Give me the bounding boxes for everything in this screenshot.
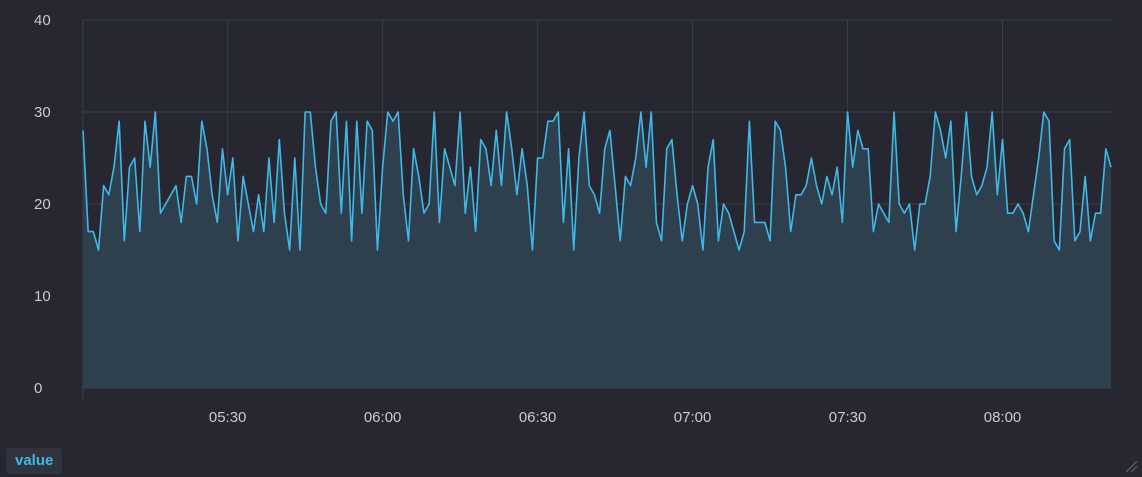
x-tick-label: 06:00 <box>364 409 402 426</box>
y-tick-label: 0 <box>34 380 42 397</box>
x-tick-label: 07:00 <box>674 409 712 426</box>
x-tick-label: 08:00 <box>984 409 1022 426</box>
y-tick-label: 20 <box>34 196 51 213</box>
y-tick-label: 30 <box>34 104 51 121</box>
x-tick-label: 07:30 <box>829 409 867 426</box>
y-tick-label: 10 <box>34 288 51 305</box>
series-line <box>82 111 1112 251</box>
x-tick-label: 06:30 <box>519 409 557 426</box>
resize-handle-icon[interactable] <box>1124 459 1138 473</box>
x-tick-label: 05:30 <box>209 409 247 426</box>
series-line-path <box>82 111 1112 251</box>
series-area-fill <box>83 112 1111 388</box>
y-axis: 0 10 20 30 40 <box>34 12 51 397</box>
time-series-chart: 0 10 20 30 40 05:30 06:00 06:30 07:00 07:30 08:00 <box>34 12 1112 426</box>
legend-item-value[interactable]: value <box>6 448 63 474</box>
y-tick-label: 40 <box>34 12 51 29</box>
x-axis: 05:30 06:00 06:30 07:00 07:30 08:00 <box>209 409 1021 426</box>
series-area <box>83 112 1111 388</box>
